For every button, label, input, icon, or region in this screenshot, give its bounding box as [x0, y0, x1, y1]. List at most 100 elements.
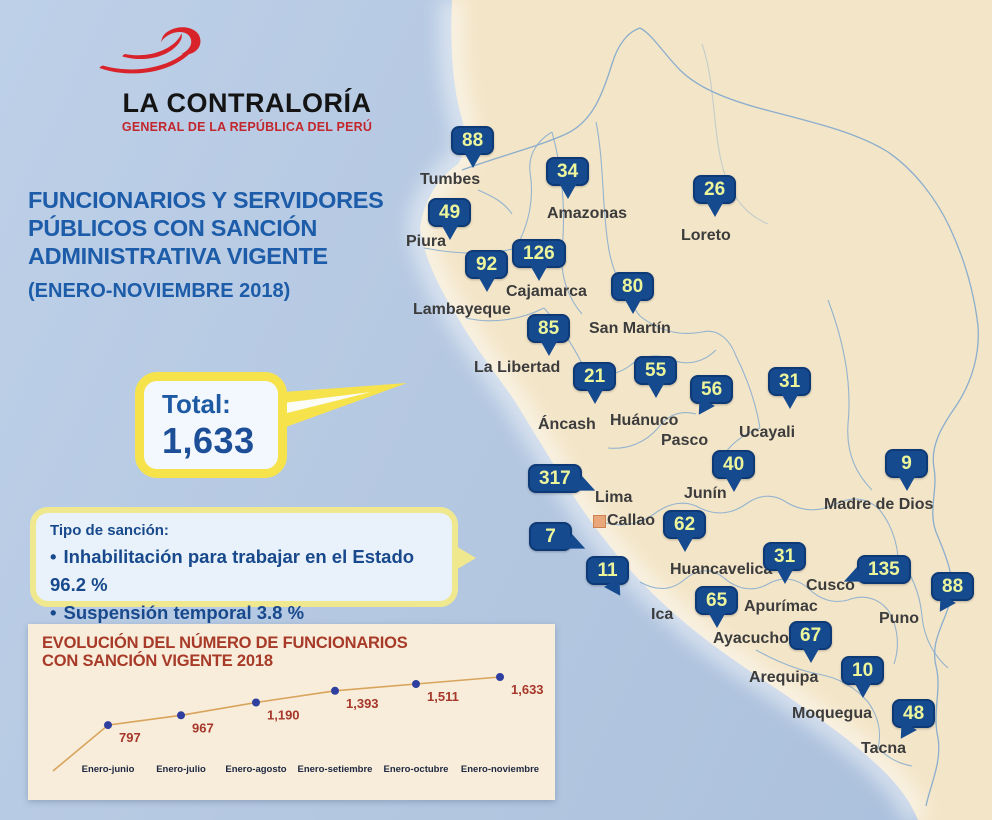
region-badge-apurimac: 31	[763, 542, 807, 571]
total-callout: Total: 1,633	[135, 372, 287, 478]
region-badge-value: 48	[903, 702, 925, 724]
region-badge-value: 92	[476, 253, 498, 275]
sanction-item-2: Suspensión temporal 3.8 %	[50, 599, 438, 627]
chart-point-enero-junio	[104, 721, 112, 730]
region-badge-lima: 317	[528, 464, 582, 493]
title-period: (ENERO-NOVIEMBRE 2018)	[28, 280, 291, 302]
region-badge-junin: 40	[712, 450, 756, 479]
region-label-san-martin: San Martín	[589, 320, 671, 337]
chart-title-line-2: CON SANCIÓN VIGENTE 2018	[42, 652, 273, 671]
region-badge-cajamarca: 126	[512, 239, 566, 268]
region-label-tumbes: Tumbes	[420, 171, 481, 188]
region-badge-ancash: 21	[573, 362, 617, 391]
region-badge-ica: 11	[586, 556, 629, 585]
region-badge-tacna: 48	[892, 699, 936, 728]
region-badge-huancavelica: 62	[663, 510, 707, 539]
region-badge-tumbes: 88	[451, 126, 495, 155]
region-label-apurimac: Apurímac	[744, 598, 818, 615]
total-callout-pointer	[283, 383, 407, 428]
region-badge-value: 80	[622, 275, 644, 297]
region-label-la-libertad: La Libertad	[474, 359, 561, 376]
region-badge-la-libertad: 85	[527, 314, 571, 343]
region-badge-value: 40	[723, 453, 745, 475]
region-label-lambayeque: Lambayeque	[413, 301, 511, 318]
region-label-ica: Ica	[651, 606, 674, 623]
region-badge-lambayeque: 92	[465, 250, 509, 279]
total-label: Total:	[162, 389, 231, 419]
region-label-tacna: Tacna	[861, 740, 907, 757]
region-badge-amazonas: 34	[546, 157, 590, 186]
chart-point-enero-octubre	[412, 680, 420, 688]
chart-value-label: 797	[119, 730, 141, 745]
region-badge-loreto: 26	[693, 175, 737, 204]
region-label-madre-de-dios: Madre de Dios	[824, 496, 934, 513]
region-label-puno: Puno	[879, 610, 919, 627]
region-badge-moquegua: 10	[841, 656, 885, 685]
region-label-moquegua: Moquegua	[792, 705, 872, 722]
region-badge-value: 9	[901, 452, 912, 474]
region-badge-callao: 7	[529, 522, 572, 551]
chart-panel: EVOLUCIÓN DEL NÚMERO DE FUNCIONARIOS CON…	[28, 624, 555, 800]
region-badge-value: 31	[774, 545, 796, 567]
region-badge-value: 21	[584, 365, 606, 387]
region-badge-puno: 88	[931, 572, 975, 601]
chart-point-enero-noviembre	[496, 673, 504, 681]
region-badge-value: 65	[706, 589, 728, 611]
chart-value-label: 1,511	[427, 689, 459, 704]
region-label-arequipa: Arequipa	[749, 669, 819, 686]
chart-category-label: Enero-setiembre	[298, 764, 373, 775]
region-badge-san-martin: 80	[611, 272, 655, 301]
region-badge-value: 85	[538, 317, 560, 339]
coast-glow	[407, 0, 930, 820]
national-border	[461, 27, 979, 807]
chart-value-label: 1,393	[346, 696, 379, 711]
chart-title-line-1: EVOLUCIÓN DEL NÚMERO DE FUNCIONARIOS	[42, 634, 408, 652]
chart-category-label: Enero-agosto	[225, 764, 286, 775]
region-label-loreto: Loreto	[681, 227, 731, 244]
region-label-ucayali: Ucayali	[739, 424, 796, 441]
region-label-piura: Piura	[406, 233, 447, 250]
region-badge-huanuco: 55	[634, 356, 678, 385]
region-label-huanuco: Huánuco	[610, 412, 679, 429]
region-badge-value: 67	[800, 624, 822, 646]
region-badge-ucayali: 31	[768, 367, 812, 396]
region-badge-value: 26	[704, 178, 726, 200]
title-line-1: FUNCIONARIOS Y SERVIDORES	[28, 187, 384, 213]
region-badge-value: 11	[597, 559, 618, 581]
contraloria-logo: LA CONTRALORÍA GENERAL DE LA REPÚBLICA D…	[92, 22, 402, 134]
title-line-2: PÚBLICOS CON SANCIÓN	[28, 215, 318, 241]
region-label-cajamarca: Cajamarca	[506, 283, 587, 300]
region-badge-value: 31	[779, 370, 801, 392]
chart-value-label: 1,633	[511, 682, 544, 697]
region-badge-value: 55	[645, 359, 667, 381]
region-label-lima: Lima	[595, 489, 633, 506]
region-badge-value: 88	[942, 575, 964, 597]
region-badge-value: 62	[674, 513, 696, 535]
region-badge-ayacucho: 65	[695, 586, 739, 615]
region-badge-value: 126	[523, 242, 555, 264]
region-label-callao: Callao	[607, 512, 656, 529]
region-label-pasco: Pasco	[661, 432, 709, 449]
chart-category-label: Enero-octubre	[384, 764, 449, 775]
region-badge-cusco: 135	[857, 555, 911, 584]
region-label-cusco: Cusco	[806, 577, 855, 594]
region-badge-madre-de-dios: 9	[885, 449, 928, 478]
region-badge-value: 34	[557, 160, 579, 182]
region-badge-value: 7	[545, 525, 556, 547]
region-badge-pasco: 56	[690, 375, 734, 404]
trend-chart-svg: 797 Enero-junio 967 Enero-julio 1,190 Enero-a…	[52, 673, 544, 775]
region-label-huancavelica: Huancavelica	[670, 561, 773, 578]
region-badge-value: 49	[439, 201, 461, 223]
region-badge-value: 88	[462, 129, 484, 151]
callao-capital-marker	[593, 515, 606, 528]
region-badge-value: 317	[539, 467, 571, 489]
chart-value-label: 1,190	[267, 708, 300, 723]
region-badge-value: 56	[701, 378, 723, 400]
sanction-callout: Tipo de sanción: Inhabilitación para tra…	[30, 507, 476, 623]
region-label-ayacucho: Ayacucho	[713, 630, 789, 647]
title-line-3: ADMINISTRATIVA VIGENTE	[28, 243, 328, 269]
chart-point-enero-julio	[177, 711, 185, 720]
logo-subtitle: GENERAL DE LA REPÚBLICA DEL PERÚ	[121, 120, 373, 134]
region-badge-value: 10	[852, 659, 874, 681]
